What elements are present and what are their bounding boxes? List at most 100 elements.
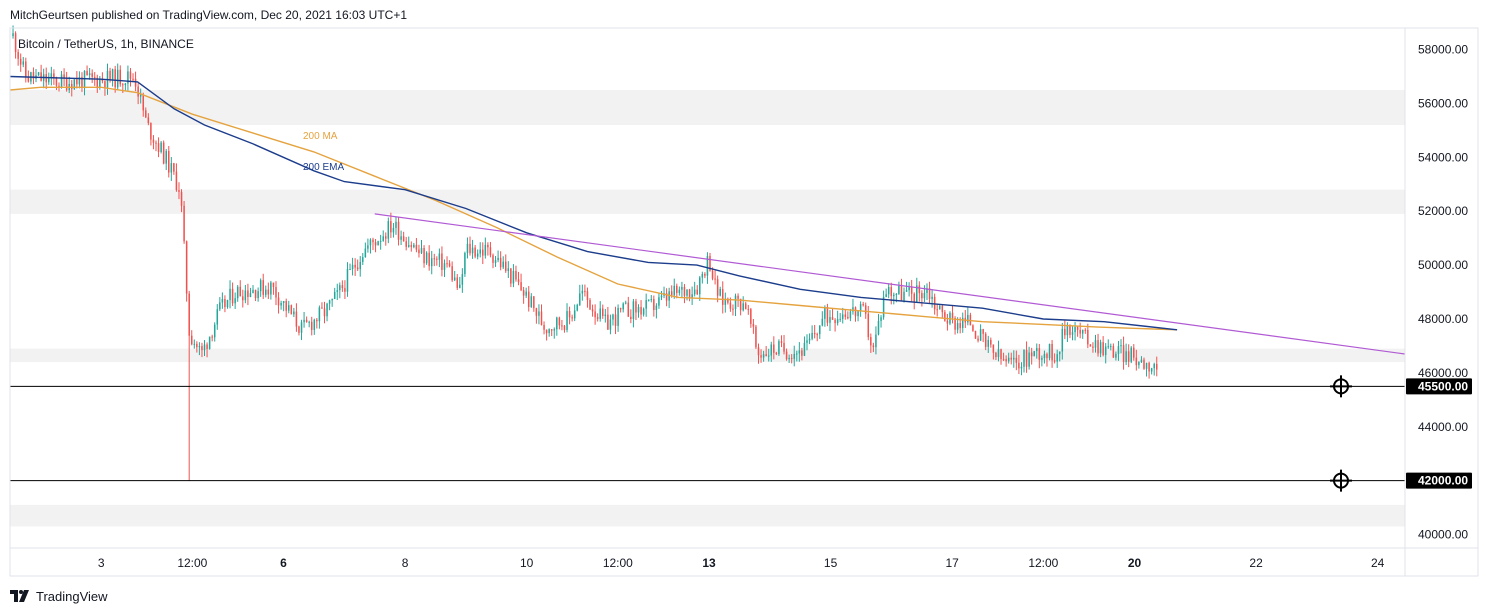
candle [1138, 361, 1140, 369]
candle [282, 300, 285, 312]
candle [854, 306, 857, 322]
candle [285, 298, 287, 318]
candle [1074, 321, 1076, 341]
candle-body [316, 319, 318, 322]
trendline[interactable] [374, 213, 1406, 355]
candle-body [1127, 351, 1130, 362]
candle [635, 298, 637, 321]
candle [755, 324, 757, 350]
series-line-200-ma [9, 86, 1178, 331]
candle [287, 300, 290, 314]
candle [589, 298, 591, 311]
candle [157, 137, 160, 158]
candle [165, 149, 167, 171]
candle-body [356, 267, 359, 270]
candle-body [201, 346, 203, 351]
candle-body [185, 241, 188, 294]
candle [1036, 343, 1038, 359]
candle-body [1087, 330, 1089, 345]
candle-body [372, 239, 374, 243]
candle [155, 140, 157, 152]
candle [1097, 333, 1099, 357]
candle [344, 280, 346, 300]
candle [471, 239, 474, 259]
candle [1110, 343, 1112, 351]
candle [162, 140, 165, 165]
level-handle-icon[interactable] [1330, 469, 1352, 492]
publisher-line: MitchGeurtsen published on TradingView.c… [10, 8, 408, 22]
candle-body [137, 86, 139, 97]
candle-body [1153, 363, 1155, 369]
candle [699, 276, 701, 301]
candle [298, 325, 300, 336]
level-handle-icon[interactable] [1330, 375, 1352, 398]
candle-body [821, 318, 824, 326]
candle [796, 350, 798, 362]
candle [236, 285, 239, 302]
candle-body [1143, 359, 1145, 369]
candle-body [665, 293, 668, 301]
candle [632, 298, 635, 328]
candle-body [50, 73, 53, 79]
candle-body [908, 287, 910, 291]
candle [665, 288, 668, 307]
candle [400, 230, 402, 246]
candle [824, 305, 826, 327]
y-tick-label: 48000.00 [1418, 312, 1468, 326]
candle [1020, 362, 1023, 376]
price-zone-3 [10, 348, 1405, 363]
candle-body [430, 258, 433, 267]
candle [247, 283, 249, 306]
candle-body [257, 291, 259, 299]
candle [604, 308, 607, 323]
candle-body [893, 294, 895, 297]
candle [512, 264, 515, 288]
candle [829, 310, 831, 331]
candle [216, 304, 219, 330]
candle [926, 283, 928, 301]
candle-body [328, 300, 331, 304]
candle-body [678, 289, 681, 293]
candlestick-chart[interactable]: Bitcoin / TetherUS, 1h, BINANCE 200 MA 2… [0, 0, 1488, 580]
candle-body [116, 69, 119, 88]
candle-body [640, 306, 642, 315]
candle-body [604, 314, 607, 316]
candle [331, 298, 333, 307]
candle-body [933, 296, 936, 310]
candle-body [196, 343, 198, 348]
y-tick-label: 52000.00 [1418, 204, 1468, 218]
candle [1153, 362, 1155, 376]
candle-body [765, 354, 767, 357]
candle-body [568, 311, 571, 318]
candle-body [170, 163, 173, 173]
series-label-200-ma: 200 MA [303, 131, 338, 142]
candle [119, 65, 122, 87]
candle-body [1138, 362, 1140, 366]
candle-body [206, 344, 208, 349]
candle-body [1051, 343, 1053, 361]
candle [415, 238, 418, 253]
candle [63, 68, 65, 87]
candle-body [614, 314, 617, 326]
candle-body [1048, 343, 1051, 359]
candle-body [407, 245, 410, 247]
candle [762, 350, 765, 362]
candle-body [584, 290, 586, 292]
candle [402, 231, 405, 242]
candle-body [984, 333, 987, 347]
candle [1005, 355, 1007, 367]
candle-body [1064, 328, 1066, 336]
candle [1115, 351, 1117, 361]
candle-body [446, 263, 448, 265]
candle [37, 71, 40, 76]
candle [813, 324, 816, 339]
candle [573, 304, 576, 322]
candle [724, 292, 727, 313]
candle-body [489, 247, 492, 256]
candle [951, 305, 954, 324]
price-level-tag-bg [1406, 378, 1472, 395]
candle [1076, 325, 1079, 337]
candle [997, 340, 1000, 362]
candle [193, 339, 196, 349]
candle [464, 251, 466, 277]
